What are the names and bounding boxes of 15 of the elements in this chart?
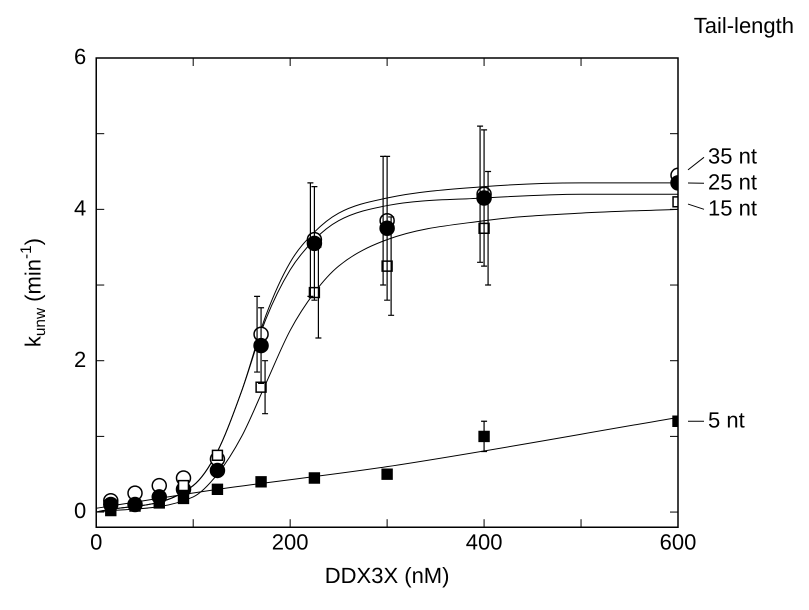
x-tick-label: 200	[272, 529, 309, 554]
legend-title: Tail-length	[694, 13, 794, 38]
x-tick-label: 0	[90, 529, 102, 554]
x-tick-label: 600	[660, 529, 696, 554]
legend-label: 35 nt	[708, 143, 757, 168]
x-axis-title: DDX3X (nM)	[324, 562, 450, 588]
legend-label: 25 nt	[708, 169, 757, 194]
legend-label: 15 nt	[708, 195, 757, 220]
y-tick-label: 2	[74, 346, 86, 372]
y-tick-label: 4	[74, 195, 86, 220]
y-tick-label: 6	[74, 44, 86, 70]
y-tick-label: 0	[74, 498, 86, 524]
x-tick-label: 400	[466, 529, 502, 554]
y-axis-title: kunw (min-1)	[18, 238, 50, 348]
legend-label: 5 nt	[708, 407, 745, 432]
